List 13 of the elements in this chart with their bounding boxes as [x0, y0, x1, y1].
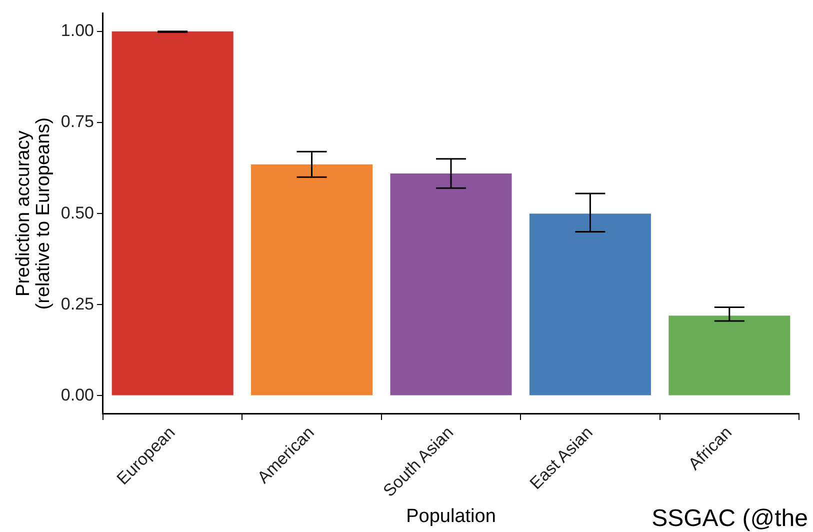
y-tick-label: 1.00: [60, 21, 94, 40]
bar: [390, 174, 512, 396]
y-tick-label: 0.50: [60, 203, 94, 222]
y-axis-title: Prediction accuracy (relative to Europeans): [13, 117, 54, 310]
bar: [668, 316, 790, 396]
bar: [112, 31, 234, 396]
y-tick-label: 0.25: [60, 294, 94, 314]
x-axis-title: Population: [406, 506, 496, 527]
y-tick-label: 0.00: [60, 385, 94, 404]
bar: [251, 164, 373, 396]
bar: [529, 214, 651, 396]
y-tick-label: 0.75: [60, 112, 94, 132]
text: SSGAC (@the: [652, 505, 808, 532]
